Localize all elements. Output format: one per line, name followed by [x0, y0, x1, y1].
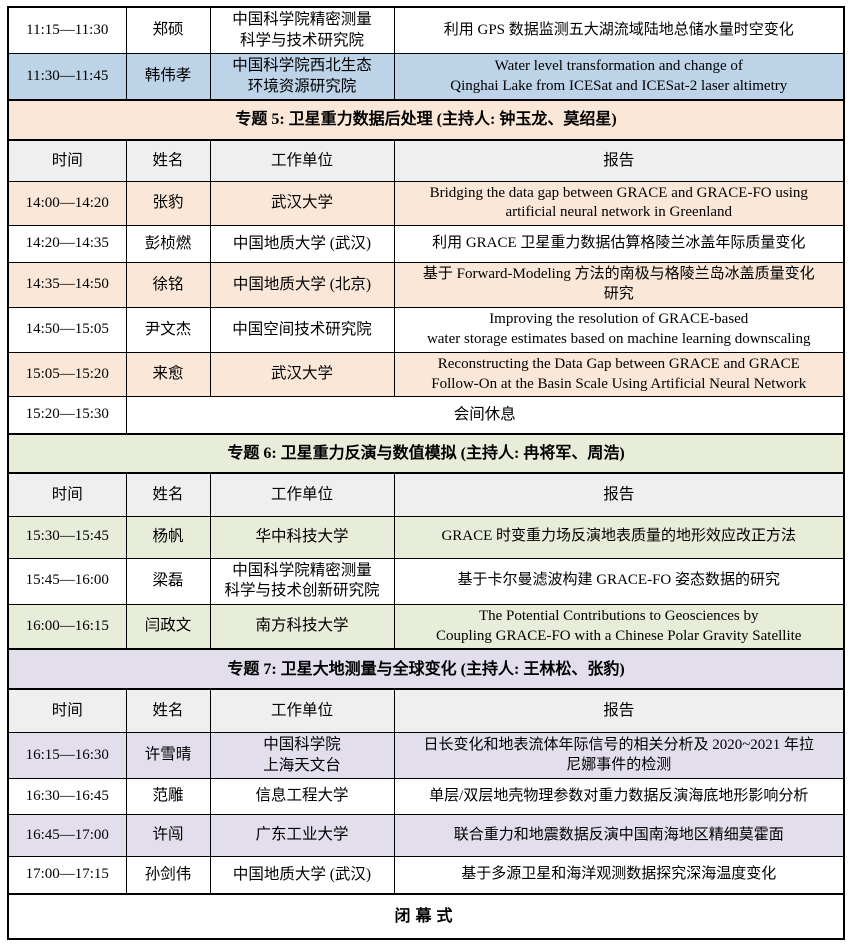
unit-cell: 中国地质大学 (武汉)	[209, 856, 395, 895]
schedule-row: 14:20—14:35 彭桢燃 中国地质大学 (武汉) 利用 GRACE 卫星重力数据…	[7, 225, 845, 264]
unit-cell: 武汉大学	[209, 180, 395, 227]
name-cell: 许雪晴	[125, 732, 211, 780]
unit-cell: 中国科学院精密测量 科学与技术创新研究院	[209, 557, 395, 605]
schedule-row: 14:35—14:50 徐铭 中国地质大学 (北京) 基于 Forward-Model…	[7, 262, 845, 309]
time-cell: 14:20—14:35	[7, 225, 127, 264]
column-header-2: 工作单位	[209, 688, 395, 734]
time-cell: 16:00—16:15	[7, 603, 127, 650]
name-cell: 孙剑伟	[125, 856, 211, 895]
conference-schedule-table: 11:15—11:30 郑硕 中国科学院精密测量 科学与技术研究院 利用 GPS 数据…	[7, 6, 845, 941]
unit-cell: 中国科学院精密测量 科学与技术研究院	[209, 6, 395, 54]
break-label: 会间休息	[125, 396, 845, 435]
report-cell: 利用 GPS 数据监测五大湖流域陆地总储水量时空变化	[393, 6, 845, 54]
report-cell: Bridging the data gap between GRACE and …	[393, 180, 845, 227]
time-cell: 15:20—15:30	[7, 396, 127, 435]
unit-cell: 信息工程大学	[209, 778, 395, 816]
session-title: 专题 7: 卫星大地测量与全球变化 (主持人: 王林松、张豹)	[7, 648, 845, 691]
column-header-3: 报告	[393, 688, 845, 734]
closing-ceremony-row: 闭幕式	[7, 892, 845, 941]
schedule-row: 15:30—15:45 杨帆 华中科技大学 GRACE 时变重力场反演地表质量的地形效…	[7, 515, 845, 559]
column-header-1: 姓名	[125, 688, 211, 734]
time-cell: 15:45—16:00	[7, 557, 127, 605]
session-title: 专题 6: 卫星重力反演与数值模拟 (主持人: 冉将军、周浩)	[7, 432, 845, 475]
report-cell: Improving the resolution of GRACE-based …	[393, 307, 845, 353]
time-cell: 11:30—11:45	[7, 53, 127, 101]
schedule-row: 14:00—14:20 张豹 武汉大学 Bridging the data gap b…	[7, 180, 845, 227]
schedule-row: 16:30—16:45 范雕 信息工程大学 单层/双层地壳物理参数对重力数据反演海底地…	[7, 778, 845, 816]
unit-cell: 华中科技大学	[209, 515, 395, 559]
unit-cell: 南方科技大学	[209, 603, 395, 650]
column-header-2: 工作单位	[209, 472, 395, 517]
session-title-row: 专题 7: 卫星大地测量与全球变化 (主持人: 王林松、张豹)	[7, 648, 845, 691]
name-cell: 闫政文	[125, 603, 211, 650]
report-cell: The Potential Contributions to Geoscienc…	[393, 603, 845, 650]
time-cell: 14:50—15:05	[7, 307, 127, 353]
column-header-0: 时间	[7, 472, 127, 517]
column-header-0: 时间	[7, 139, 127, 182]
report-cell: 基于卡尔曼滤波构建 GRACE-FO 姿态数据的研究	[393, 557, 845, 605]
break-row: 15:20—15:30 会间休息	[7, 396, 845, 435]
schedule-row: 14:50—15:05 尹文杰 中国空间技术研究院 Improving the res…	[7, 307, 845, 353]
schedule-row: 16:45—17:00 许闯 广东工业大学 联合重力和地震数据反演中国南海地区精细莫霍…	[7, 814, 845, 858]
time-cell: 16:15—16:30	[7, 732, 127, 780]
column-header-1: 姓名	[125, 139, 211, 182]
column-header-1: 姓名	[125, 472, 211, 517]
column-header-2: 工作单位	[209, 139, 395, 182]
name-cell: 梁磊	[125, 557, 211, 605]
session-title-row: 专题 5: 卫星重力数据后处理 (主持人: 钟玉龙、莫绍星)	[7, 98, 845, 142]
report-cell: 基于多源卫星和海洋观测数据探究深海温度变化	[393, 856, 845, 895]
unit-cell: 中国地质大学 (北京)	[209, 262, 395, 309]
report-cell: 基于 Forward-Modeling 方法的南极与格陵兰岛冰盖质量变化 研究	[393, 262, 845, 309]
report-cell: 联合重力和地震数据反演中国南海地区精细莫霍面	[393, 814, 845, 858]
report-cell: GRACE 时变重力场反演地表质量的地形效应改正方法	[393, 515, 845, 559]
time-cell: 11:15—11:30	[7, 6, 127, 54]
time-cell: 14:00—14:20	[7, 180, 127, 227]
schedule-row: 11:30—11:45 韩伟孝 中国科学院西北生态 环境资源研究院 Water lev…	[7, 53, 845, 101]
name-cell: 彭桢燃	[125, 225, 211, 264]
time-cell: 15:30—15:45	[7, 515, 127, 559]
report-cell: 利用 GRACE 卫星重力数据估算格陵兰冰盖年际质量变化	[393, 225, 845, 264]
session-title-row: 专题 6: 卫星重力反演与数值模拟 (主持人: 冉将军、周浩)	[7, 432, 845, 475]
time-cell: 16:30—16:45	[7, 778, 127, 816]
unit-cell: 广东工业大学	[209, 814, 395, 858]
name-cell: 韩伟孝	[125, 53, 211, 101]
report-cell: Reconstructing the Data Gap between GRAC…	[393, 351, 845, 398]
column-header-row: 时间 姓名 工作单位 报告	[7, 139, 845, 182]
session-title: 专题 5: 卫星重力数据后处理 (主持人: 钟玉龙、莫绍星)	[7, 98, 845, 142]
time-cell: 14:35—14:50	[7, 262, 127, 309]
schedule-row: 16:00—16:15 闫政文 南方科技大学 The Potential Contri…	[7, 603, 845, 650]
report-cell: 日长变化和地表流体年际信号的相关分析及 2020~2021 年拉 尼娜事件的检测	[393, 732, 845, 780]
unit-cell: 武汉大学	[209, 351, 395, 398]
schedule-body: 11:15—11:30 郑硕 中国科学院精密测量 科学与技术研究院 利用 GPS 数据…	[7, 6, 845, 941]
column-header-3: 报告	[393, 139, 845, 182]
schedule-row: 15:05—15:20 来愈 武汉大学 Reconstructing the Data…	[7, 351, 845, 398]
schedule-row: 17:00—17:15 孙剑伟 中国地质大学 (武汉) 基于多源卫星和海洋观测数据探究…	[7, 856, 845, 895]
time-cell: 17:00—17:15	[7, 856, 127, 895]
name-cell: 徐铭	[125, 262, 211, 309]
name-cell: 杨帆	[125, 515, 211, 559]
name-cell: 来愈	[125, 351, 211, 398]
closing-ceremony-label: 闭幕式	[7, 892, 845, 941]
name-cell: 郑硕	[125, 6, 211, 54]
name-cell: 范雕	[125, 778, 211, 816]
schedule-row: 11:15—11:30 郑硕 中国科学院精密测量 科学与技术研究院 利用 GPS 数据…	[7, 6, 845, 54]
column-header-0: 时间	[7, 688, 127, 734]
unit-cell: 中国科学院西北生态 环境资源研究院	[209, 53, 395, 101]
report-cell: Water level transformation and change of…	[393, 53, 845, 101]
time-cell: 15:05—15:20	[7, 351, 127, 398]
time-cell: 16:45—17:00	[7, 814, 127, 858]
column-header-3: 报告	[393, 472, 845, 517]
name-cell: 张豹	[125, 180, 211, 227]
schedule-row: 16:15—16:30 许雪晴 中国科学院 上海天文台 日长变化和地表流体年际信号的相…	[7, 732, 845, 780]
name-cell: 尹文杰	[125, 307, 211, 353]
report-cell: 单层/双层地壳物理参数对重力数据反演海底地形影响分析	[393, 778, 845, 816]
unit-cell: 中国空间技术研究院	[209, 307, 395, 353]
unit-cell: 中国科学院 上海天文台	[209, 732, 395, 780]
column-header-row: 时间 姓名 工作单位 报告	[7, 688, 845, 734]
unit-cell: 中国地质大学 (武汉)	[209, 225, 395, 264]
schedule-row: 15:45—16:00 梁磊 中国科学院精密测量 科学与技术创新研究院 基于卡尔曼滤波…	[7, 557, 845, 605]
name-cell: 许闯	[125, 814, 211, 858]
column-header-row: 时间 姓名 工作单位 报告	[7, 472, 845, 517]
